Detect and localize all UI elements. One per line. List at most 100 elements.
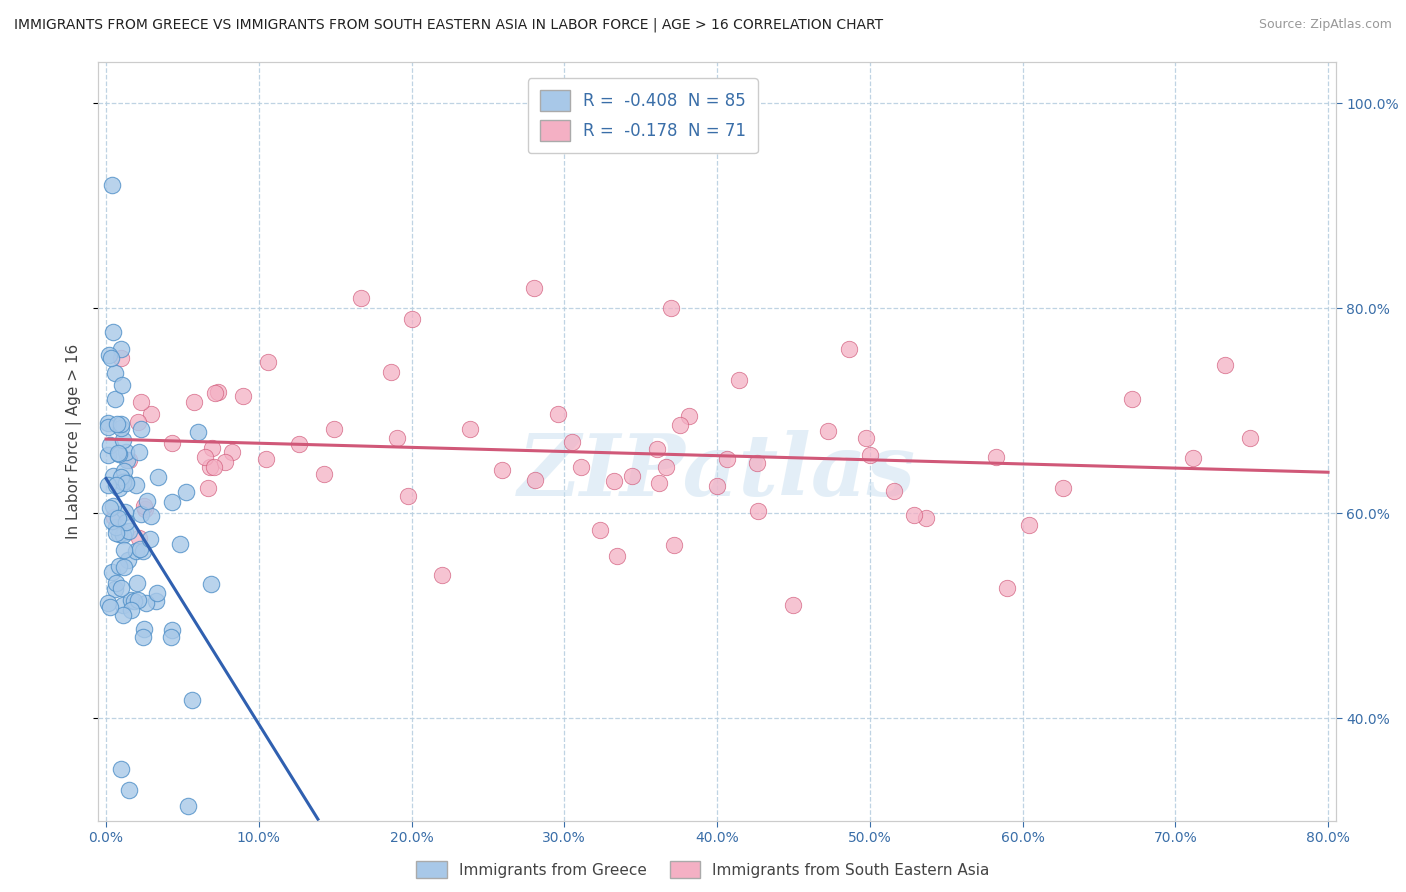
Point [132, 543, 155, 558]
Point [915, 511, 938, 525]
Point [645, 442, 668, 457]
Point [654, 459, 676, 474]
Point [111, 475, 134, 489]
Point [620, 469, 643, 483]
Point [97, 419, 120, 434]
Point [103, 509, 125, 524]
Point [145, 594, 167, 608]
Point [380, 365, 402, 379]
Point [131, 507, 153, 521]
Point [114, 524, 136, 539]
Point [648, 476, 671, 491]
Point [561, 435, 583, 450]
Point [105, 526, 128, 541]
Point [254, 452, 277, 467]
Point [288, 436, 311, 450]
Point [995, 581, 1018, 595]
Point [747, 456, 769, 470]
Point [524, 473, 547, 487]
Point [111, 433, 134, 447]
Point [177, 799, 200, 814]
Point [118, 524, 141, 539]
Point [129, 541, 152, 556]
Point [101, 566, 124, 580]
Point [678, 409, 700, 423]
Point [314, 467, 336, 481]
Point [817, 424, 839, 438]
Point [134, 500, 156, 514]
Point [174, 484, 197, 499]
Point [107, 481, 129, 495]
Point [569, 459, 592, 474]
Point [668, 418, 690, 433]
Point [129, 395, 152, 409]
Text: ZIPatlas: ZIPatlas [517, 430, 917, 514]
Point [107, 511, 129, 525]
Point [204, 385, 226, 400]
Point [132, 630, 155, 644]
Point [183, 395, 205, 409]
Point [146, 470, 169, 484]
Point [128, 445, 150, 459]
Point [110, 581, 132, 595]
Point [127, 415, 149, 429]
Point [104, 392, 127, 407]
Point [194, 450, 217, 464]
Point [129, 421, 152, 435]
Point [200, 577, 222, 591]
Point [139, 532, 162, 546]
Point [124, 478, 146, 492]
Point [589, 523, 612, 537]
Point [135, 595, 157, 609]
Point [115, 475, 138, 490]
Point [110, 763, 132, 777]
Legend: Immigrants from Greece, Immigrants from South Eastern Asia: Immigrants from Greece, Immigrants from … [411, 855, 995, 884]
Point [112, 528, 135, 542]
Point [197, 481, 219, 495]
Point [716, 451, 738, 466]
Point [117, 453, 139, 467]
Text: Source: ZipAtlas.com: Source: ZipAtlas.com [1258, 18, 1392, 31]
Point [97, 416, 120, 430]
Point [180, 692, 202, 706]
Point [136, 494, 159, 508]
Point [782, 599, 804, 613]
Point [984, 450, 1007, 464]
Point [322, 422, 344, 436]
Point [139, 509, 162, 524]
Point [117, 553, 139, 567]
Point [110, 417, 132, 431]
Point [107, 446, 129, 460]
Point [100, 514, 122, 528]
Point [903, 508, 925, 522]
Point [855, 431, 877, 445]
Point [98, 600, 121, 615]
Point [145, 585, 167, 599]
Point [104, 582, 127, 596]
Point [602, 474, 624, 488]
Point [134, 623, 156, 637]
Point [169, 537, 191, 551]
Point [350, 291, 373, 305]
Point [202, 460, 225, 475]
Point [114, 474, 136, 488]
Point [112, 560, 135, 574]
Point [430, 567, 453, 582]
Point [547, 407, 569, 421]
Point [105, 520, 128, 534]
Point [100, 351, 122, 365]
Point [112, 608, 135, 623]
Point [98, 438, 121, 452]
Point [232, 389, 254, 403]
Point [458, 422, 481, 436]
Point [662, 538, 685, 552]
Point [105, 576, 128, 591]
Point [118, 783, 141, 797]
Point [198, 459, 221, 474]
Y-axis label: In Labor Force | Age > 16: In Labor Force | Age > 16 [66, 344, 83, 539]
Point [108, 447, 131, 461]
Point [838, 342, 860, 356]
Point [160, 436, 183, 450]
Point [207, 385, 229, 400]
Point [115, 445, 138, 459]
